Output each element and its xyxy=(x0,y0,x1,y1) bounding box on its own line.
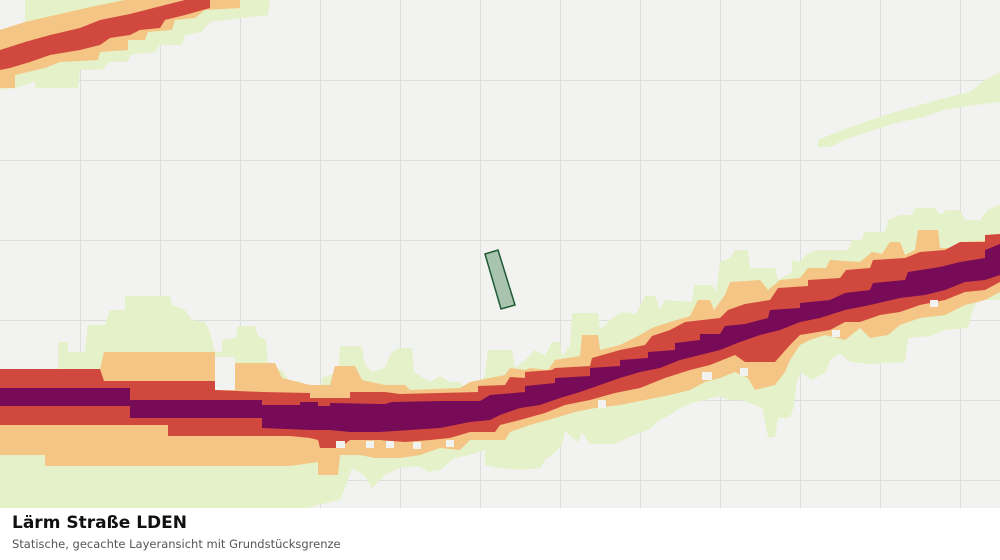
map-canvas xyxy=(0,0,1000,508)
noise-gap-cell xyxy=(832,330,840,337)
noise-zone-medium-northwest xyxy=(0,0,240,88)
map-subtitle: Statische, gecachte Layeransicht mit Gru… xyxy=(12,537,341,551)
noise-gap-cell xyxy=(336,441,345,448)
noise-zone-high xyxy=(0,234,1000,448)
noise-gap-cell xyxy=(366,441,374,448)
map-view xyxy=(0,0,1000,508)
noise-gap-cell xyxy=(215,357,235,390)
parcel-boundary xyxy=(484,249,516,310)
noise-raster-gaps xyxy=(215,300,938,449)
noise-zone-low-northeast xyxy=(818,72,1000,147)
noise-gap-cell xyxy=(930,300,938,307)
noise-zone-very-high xyxy=(0,244,1000,432)
noise-gap-cell xyxy=(446,440,454,447)
map-caption: Lärm Straße LDEN Statische, gecachte Lay… xyxy=(0,508,1000,560)
noise-gap-cell xyxy=(598,400,606,408)
noise-gap-cell xyxy=(413,442,421,449)
noise-gap-cell xyxy=(740,368,748,376)
noise-zone-high-northwest xyxy=(0,0,210,70)
noise-gap-cell xyxy=(386,441,394,448)
noise-gap-cell xyxy=(702,372,712,380)
map-title: Lärm Straße LDEN xyxy=(12,513,188,533)
